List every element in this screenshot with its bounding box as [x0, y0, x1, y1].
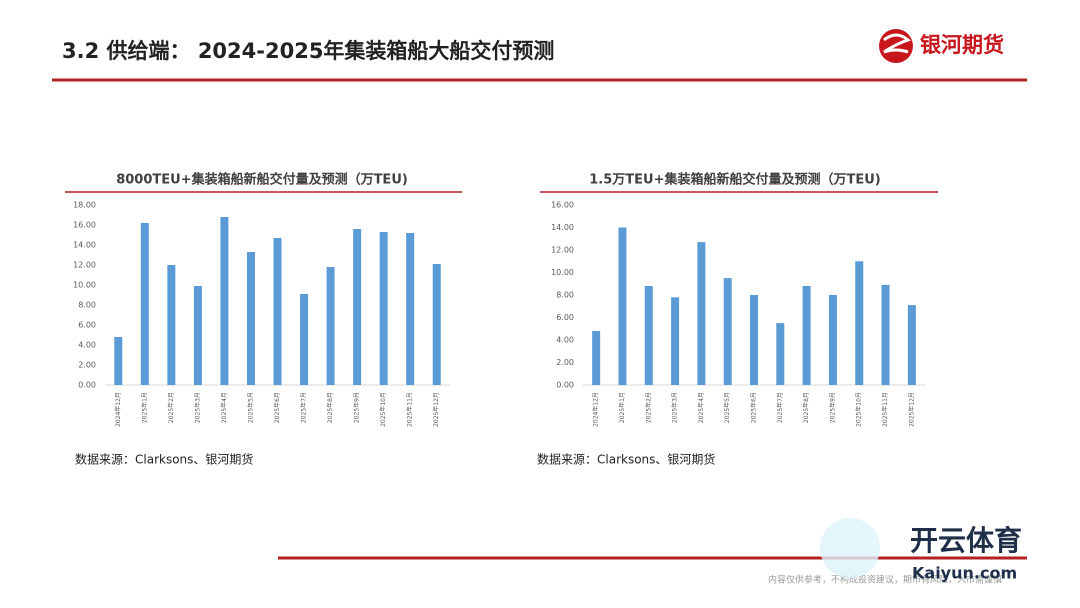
x-tick-label: 2025年11月 [406, 392, 414, 427]
y-tick-label: 8.00 [78, 301, 96, 310]
y-tick-label: 14.00 [73, 241, 96, 250]
bar [140, 223, 149, 385]
x-tick-label: 2025年2月 [644, 392, 652, 423]
bar [776, 323, 785, 385]
x-tick-label: 2025年12月 [432, 392, 440, 427]
y-tick-label: 10.00 [73, 281, 96, 290]
y-tick-label: 4.00 [78, 341, 96, 350]
x-tick-label: 2024年12月 [592, 392, 600, 427]
bar [273, 238, 282, 385]
x-tick-label: 2025年9月 [828, 392, 836, 423]
x-tick-label: 2025年11月 [881, 392, 889, 427]
bar [167, 265, 176, 385]
bar [855, 261, 864, 385]
x-tick-label: 2025年6月 [273, 392, 281, 423]
x-tick-label: 2025年8月 [802, 392, 810, 423]
slide-title: 3.2 供给端： 2024-2025年集装箱船大船交付预测 [62, 39, 554, 63]
bar [907, 305, 916, 385]
y-tick-label: 2.00 [78, 361, 96, 370]
bar [114, 337, 123, 385]
y-tick-label: 2.00 [556, 358, 574, 367]
disclaimer: 内容仅供参考，不构成投资建议，期市有风险，入市需谨慎 [768, 574, 1002, 586]
bar [881, 284, 890, 385]
x-tick-label: 2025年2月 [167, 392, 175, 423]
x-tick-label: 2025年5月 [723, 392, 731, 423]
bar [379, 232, 388, 385]
y-tick-label: 0.00 [78, 381, 96, 390]
x-tick-label: 2025年4月 [220, 392, 228, 423]
x-tick-label: 2025年12月 [907, 392, 915, 427]
source-note: 数据来源：Clarksons、银河期货 [537, 452, 715, 467]
y-tick-label: 0.00 [556, 381, 574, 390]
bar [193, 286, 202, 385]
bar [802, 286, 811, 385]
y-tick-label: 14.00 [551, 223, 574, 232]
x-tick-label: 2025年10月 [855, 392, 863, 427]
y-tick-label: 10.00 [551, 268, 574, 277]
bar [697, 242, 706, 385]
bar [220, 217, 229, 385]
bar [353, 229, 362, 385]
x-tick-label: 2025年8月 [326, 392, 334, 423]
logo-mark [883, 33, 912, 54]
x-tick-label: 2025年5月 [246, 392, 254, 423]
y-tick-label: 18.00 [73, 201, 96, 210]
watermark-url: Kaiyun.com [912, 564, 1017, 583]
x-tick-label: 2025年3月 [671, 392, 679, 423]
x-tick-label: 2025年10月 [379, 392, 387, 427]
y-tick-label: 6.00 [78, 321, 96, 330]
y-tick-label: 8.00 [556, 291, 574, 300]
chart-title: 1.5万TEU+集装箱船新船交付量及预测（万TEU) [589, 172, 880, 188]
y-tick-label: 16.00 [551, 201, 574, 210]
y-tick-label: 4.00 [556, 336, 574, 345]
bar [432, 264, 441, 385]
bar [828, 295, 837, 385]
bar [671, 297, 680, 385]
x-tick-label: 2025年7月 [300, 392, 308, 423]
y-tick-label: 16.00 [73, 221, 96, 230]
x-tick-label: 2025年1月 [140, 392, 148, 423]
y-tick-label: 12.00 [551, 246, 574, 255]
watermark-icon [820, 518, 880, 578]
bar [406, 233, 415, 385]
bar [246, 252, 255, 385]
bar [723, 278, 732, 385]
x-tick-label: 2025年3月 [193, 392, 201, 423]
bar [750, 295, 758, 385]
chart-title: 8000TEU+集装箱船新船交付量及预测（万TEU) [116, 172, 408, 188]
y-tick-label: 12.00 [73, 261, 96, 270]
bar [592, 331, 601, 385]
x-tick-label: 2024年12月 [114, 392, 122, 427]
x-tick-label: 2025年6月 [750, 392, 758, 423]
bar [618, 227, 627, 385]
bar [644, 286, 653, 385]
x-tick-label: 2025年4月 [697, 392, 705, 423]
y-tick-label: 6.00 [556, 313, 574, 322]
x-tick-label: 2025年1月 [618, 392, 626, 423]
bar [326, 267, 335, 385]
logo-text: 银河期货 [920, 33, 1004, 57]
x-tick-label: 2025年7月 [776, 392, 784, 423]
bar [300, 294, 309, 385]
source-note: 数据来源：Clarksons、银河期货 [75, 452, 253, 467]
x-tick-label: 2025年9月 [353, 392, 361, 423]
watermark-name: 开云体育 [910, 524, 1022, 557]
